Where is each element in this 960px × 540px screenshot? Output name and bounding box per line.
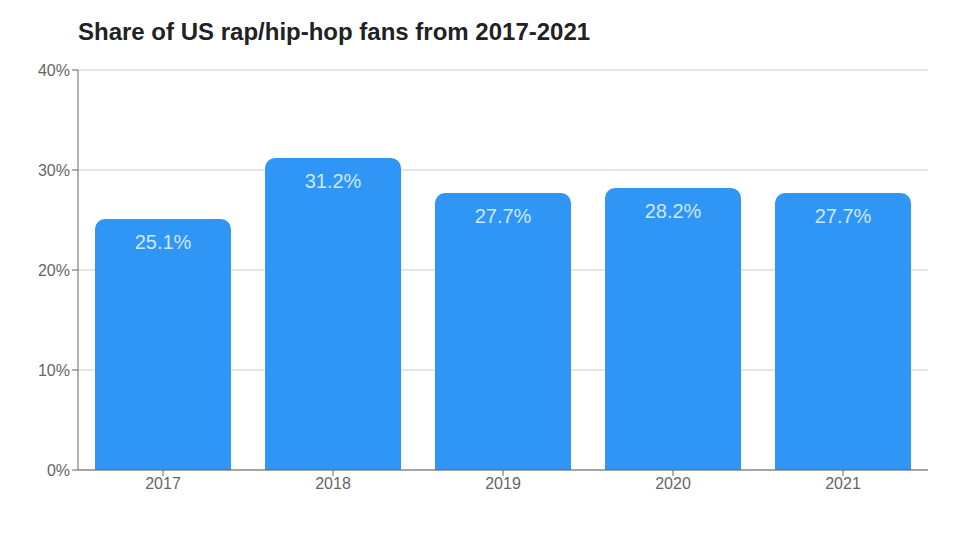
- svg-text:20%: 20%: [38, 262, 70, 279]
- svg-text:25.1%: 25.1%: [135, 231, 192, 253]
- svg-text:2017: 2017: [145, 475, 181, 492]
- svg-text:2020: 2020: [655, 475, 691, 492]
- svg-text:2019: 2019: [485, 475, 521, 492]
- svg-text:28.2%: 28.2%: [645, 200, 702, 222]
- svg-text:10%: 10%: [38, 362, 70, 379]
- svg-text:40%: 40%: [38, 62, 70, 79]
- svg-text:31.2%: 31.2%: [305, 170, 362, 192]
- svg-text:30%: 30%: [38, 162, 70, 179]
- svg-text:2018: 2018: [315, 475, 351, 492]
- svg-text:2021: 2021: [825, 475, 861, 492]
- html-text:Share of US rap/hip-hop fans f: Share of US rap/hip-hop fans from 2017-2…: [78, 18, 591, 45]
- svg-text:27.7%: 27.7%: [815, 205, 872, 227]
- svg-text:27.7%: 27.7%: [475, 205, 532, 227]
- svg-text:0%: 0%: [47, 462, 70, 479]
